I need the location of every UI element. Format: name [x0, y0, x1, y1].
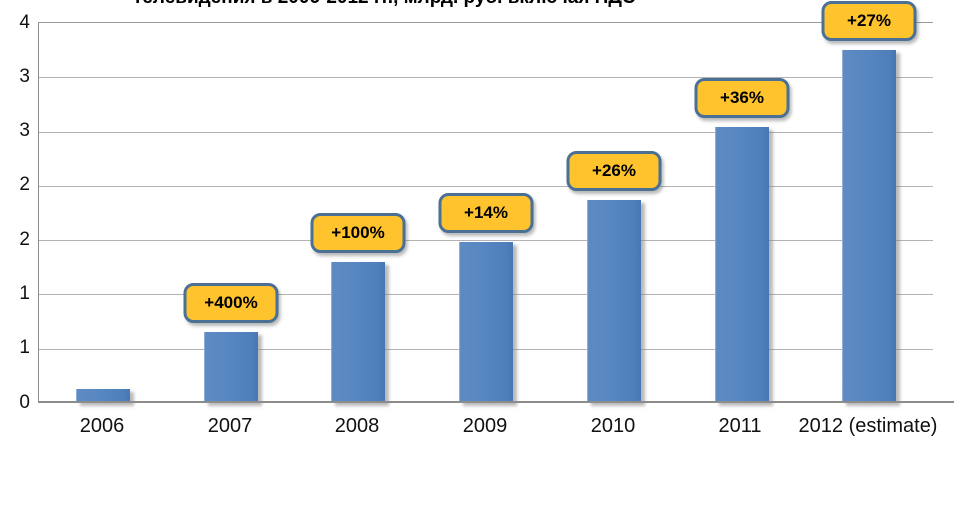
x-axis-label: 2006 — [79, 415, 125, 437]
growth-callout-2007: +400% — [183, 283, 279, 323]
gridline — [39, 240, 933, 241]
bar-2012estimate — [842, 50, 896, 403]
growth-callout-2009: +14% — [438, 193, 534, 233]
bar-2007 — [204, 332, 258, 403]
plot-area: +400% +100% +14% +26% +36% +27% — [38, 1, 933, 403]
category-cell-2012estimate: +27% — [805, 1, 933, 403]
y-axis-tick-label: 4 — [19, 12, 30, 33]
y-axis-tick-label: 2 — [19, 229, 30, 250]
y-axis-tick-label: 3 — [19, 120, 30, 141]
category-cell-2010: +26% — [550, 23, 678, 403]
category-cell-2011: +36% — [678, 23, 806, 403]
bar-2006 — [76, 389, 130, 403]
gridline — [39, 186, 933, 187]
y-axis-tick-label: 1 — [19, 337, 30, 358]
growth-callout-2010: +26% — [566, 151, 662, 191]
gridline — [39, 77, 933, 78]
y-axis-tick-label: 0 — [19, 392, 30, 413]
bar-2009 — [459, 242, 513, 403]
category-cell-2009: +14% — [422, 23, 550, 403]
category-cell-2007: +400% — [167, 23, 295, 403]
x-axis-line — [38, 401, 954, 403]
x-axis-label: 2007 — [207, 415, 253, 437]
x-axis-label: 2010 — [590, 415, 636, 437]
x-axis-label: 2011 — [718, 415, 762, 437]
bar-2010 — [587, 200, 641, 403]
category-cell-2006 — [39, 23, 167, 403]
y-axis-tick-label: 3 — [19, 66, 30, 87]
growth-callout-2008: +100% — [310, 213, 406, 253]
y-axis-tick-label: 1 — [19, 283, 30, 304]
x-axis-label: 2008 — [334, 415, 380, 437]
category-cell-2008: +100% — [294, 23, 422, 403]
x-axis-label: 2012 (estimate) — [798, 415, 938, 437]
x-axis-label: 2009 — [462, 415, 508, 437]
bar-2011 — [715, 127, 769, 403]
growth-callout-2011: +36% — [694, 78, 790, 118]
y-axis-tick-label: 2 — [19, 174, 30, 195]
bar-2008 — [331, 262, 385, 403]
chart-title: телевидения в 2006-2012 гг., млрд. руб. … — [133, 0, 636, 9]
gridline — [39, 132, 933, 133]
growth-callout-2012estimate: +27% — [821, 1, 917, 41]
